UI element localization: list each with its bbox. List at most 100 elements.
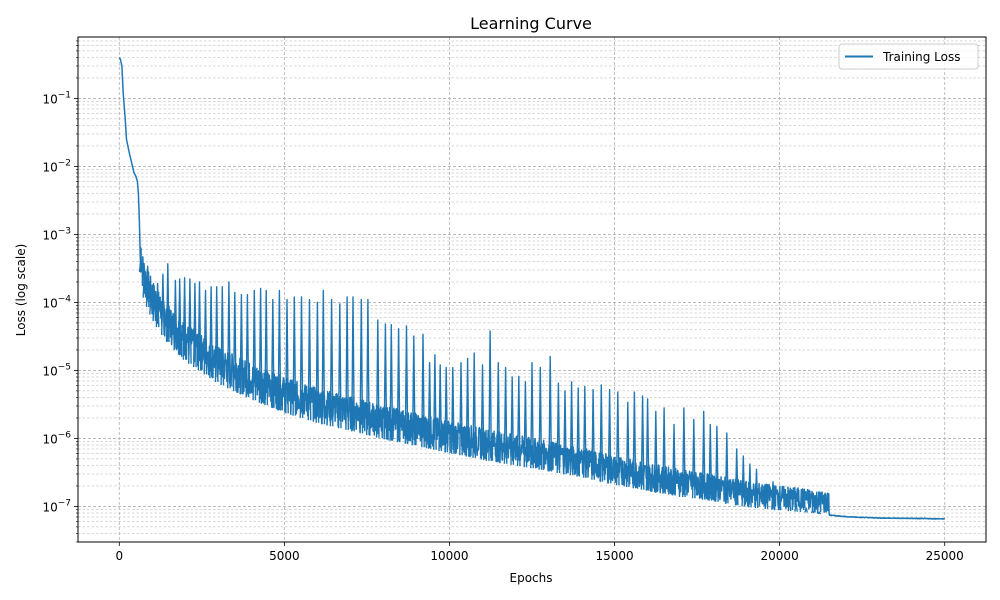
y-tick-label: 10−3	[42, 226, 71, 242]
loss-spike	[632, 391, 637, 489]
loss-spike	[421, 333, 425, 448]
loss-spike	[777, 491, 782, 511]
loss-spike	[138, 260, 143, 273]
loss-spike	[804, 507, 808, 513]
loss-spike	[569, 381, 574, 476]
loss-spike	[645, 398, 650, 491]
loss-spike	[682, 407, 686, 498]
loss-spike	[396, 328, 401, 443]
loss-spike	[691, 418, 696, 499]
loss-spike	[433, 354, 437, 450]
loss-spike	[591, 389, 595, 480]
loss-spike	[375, 319, 380, 438]
loss-spike	[582, 385, 587, 478]
x-tick-label: 15000	[595, 549, 633, 563]
loss-spike	[741, 455, 746, 507]
loss-spike	[516, 375, 521, 467]
x-tick-label: 20000	[761, 549, 799, 563]
loss-spike	[724, 432, 729, 504]
loss-spike	[444, 366, 449, 453]
loss-spike	[625, 401, 630, 488]
loss-spike	[427, 362, 432, 449]
loss-spike	[662, 407, 666, 494]
loss-spike	[152, 289, 157, 322]
loss-spike	[165, 263, 170, 343]
loss-spike	[538, 366, 543, 470]
loss-spike	[563, 390, 567, 475]
loss-spike	[530, 362, 534, 469]
y-tick-label: 10−6	[42, 430, 71, 446]
legend: Training Loss	[838, 43, 979, 70]
loss-spike	[232, 291, 237, 392]
loss-spike	[285, 298, 289, 414]
loss-spike	[315, 301, 320, 423]
loss-spike	[465, 357, 470, 457]
x-tick-label: 10000	[430, 549, 468, 563]
loss-spike	[404, 325, 409, 444]
x-axis: 0 5000 10000 15000 20000 25000	[115, 542, 964, 563]
y-tick-label: 10−4	[42, 294, 71, 310]
loss-spike	[142, 268, 147, 298]
loss-spike	[227, 281, 231, 389]
loss-spike	[264, 289, 269, 406]
loss-spike	[209, 286, 213, 379]
loss-spike	[188, 278, 192, 364]
loss-spike	[810, 509, 815, 514]
loss-spike	[653, 410, 658, 493]
loss-spike	[321, 289, 326, 425]
y-tick-label: 10−5	[42, 362, 71, 378]
loss-spike	[459, 362, 463, 456]
y-tick-label: 10−1	[42, 90, 71, 106]
x-axis-label: Epochs	[510, 571, 553, 585]
loss-spike	[794, 502, 798, 512]
loss-spike	[817, 511, 822, 515]
legend-label-training-loss: Training Loss	[882, 50, 960, 64]
loss-spike	[480, 364, 485, 460]
loss-spike	[640, 395, 645, 490]
loss-spike	[548, 355, 553, 472]
series-layer	[118, 57, 946, 520]
loss-spike	[214, 286, 219, 383]
loss-spike	[270, 298, 275, 408]
loss-spike	[193, 282, 197, 368]
loss-spike	[351, 296, 355, 432]
loss-spike	[383, 323, 388, 440]
loss-spike	[496, 362, 501, 463]
loss-spike	[488, 330, 492, 461]
loss-spike	[239, 294, 244, 395]
loss-spike	[345, 296, 349, 430]
loss-spike	[510, 376, 515, 465]
loss-spike	[607, 389, 612, 484]
loss-spike	[258, 287, 263, 403]
loss-spike	[472, 352, 477, 458]
loss-spike	[672, 423, 676, 496]
loss-spike	[734, 448, 739, 506]
y-tick-label: 10−7	[42, 498, 71, 514]
loss-spike	[329, 298, 334, 427]
loss-spike	[701, 410, 706, 500]
loss-spike	[438, 364, 443, 452]
x-tick-label: 5000	[269, 549, 300, 563]
loss-spike	[576, 387, 581, 477]
loss-spike	[556, 382, 561, 474]
loss-spike	[359, 298, 364, 434]
y-axis-label: Loss (log scale)	[14, 244, 28, 337]
loss-spike	[411, 335, 416, 446]
loss-spike	[754, 468, 759, 509]
loss-spike	[366, 298, 370, 436]
loss-spike	[748, 463, 752, 508]
loss-spike	[177, 278, 182, 355]
loss-spike	[182, 277, 187, 360]
chart-title: Learning Curve	[470, 14, 592, 33]
legend-box	[838, 43, 979, 70]
loss-spike	[173, 279, 178, 351]
series-line-training-loss	[118, 57, 946, 520]
y-axis: 10−7 10−6 10−5 10−4 10−3 10−2 10−1	[42, 40, 78, 543]
plot-frame	[77, 36, 987, 543]
x-tick-label: 25000	[926, 549, 964, 563]
loss-spike	[161, 273, 165, 336]
loss-spike	[450, 366, 455, 454]
loss-spike	[389, 324, 394, 441]
